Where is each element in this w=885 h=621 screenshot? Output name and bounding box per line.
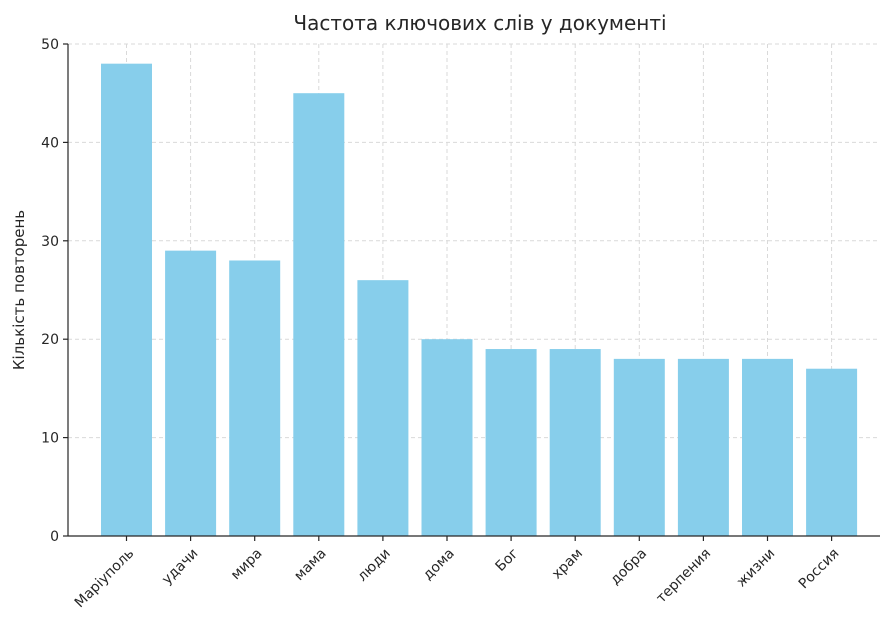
x-tick-label: храм [549,546,586,583]
y-tick-label: 30 [41,234,59,250]
x-tick-label: дома [420,546,458,584]
x-tick-label: люди [354,546,393,585]
y-tick-label: 50 [41,37,59,53]
x-tick-label: Маріуполь [72,546,138,612]
bar [421,339,473,536]
y-tick-label: 10 [41,431,59,447]
x-tick-label: терпения [653,546,714,607]
x-tick-label: мама [291,546,329,584]
y-tick-label: 40 [41,135,59,151]
bars [101,63,858,537]
x-tick-label: Бог [493,546,522,575]
bar [742,358,793,536]
y-ticks: 0 10 20 30 40 50 [41,37,68,545]
bar [613,358,665,536]
bar [165,250,217,536]
bar [357,280,409,536]
x-tick-label: добра [607,546,650,589]
x-tick-label: мира [228,546,266,584]
bar [101,63,152,537]
x-ticks: Маріуполь удачи мира мама люди дома Бог храм доб… [72,536,843,612]
bar [293,93,345,536]
x-tick-label: Россия [796,546,843,593]
y-tick-label: 0 [50,529,59,545]
bar [549,349,601,536]
y-tick-label: 20 [41,332,59,348]
bar [677,358,729,536]
x-tick-label: жизни [733,546,778,591]
chart-title: Частота ключових слів у документі [293,11,666,35]
bar [485,349,537,536]
x-tick-label: удачи [159,546,201,588]
axes [67,44,880,537]
bar [806,368,858,536]
y-axis-label: Кількість повторень [10,210,28,370]
bar [229,260,281,536]
